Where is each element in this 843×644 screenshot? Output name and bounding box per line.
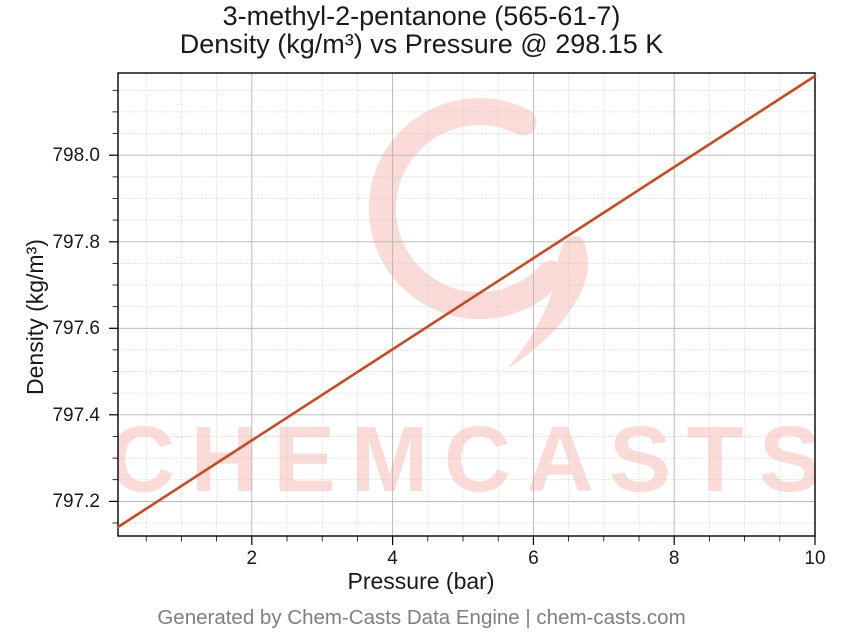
svg-text:CHEMCASTS: CHEMCASTS (108, 407, 837, 511)
